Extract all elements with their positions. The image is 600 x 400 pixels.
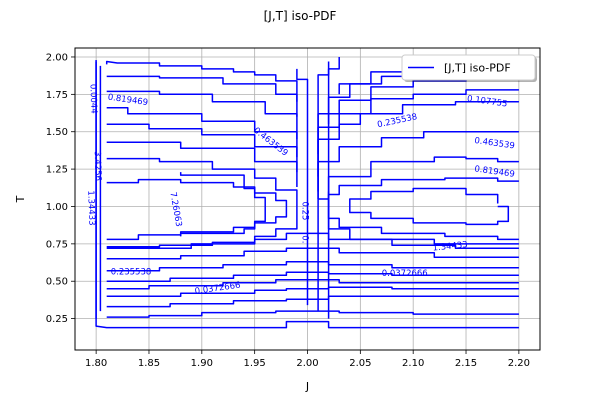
chart-title: [J,T] iso-PDF: [264, 9, 337, 23]
contour-label: 0.0372666: [382, 269, 428, 279]
x-tick-label: 2.15: [455, 358, 477, 369]
contour-label: 1.34433: [432, 240, 468, 254]
contour-line-4: [106, 278, 519, 290]
x-tick-label: 1.80: [85, 358, 107, 369]
x-axis-label: J: [305, 380, 309, 393]
contour-line-15: [179, 172, 266, 237]
contour-line-10: [106, 123, 298, 173]
contour-line-12: [106, 90, 298, 140]
contour-line-17: [106, 157, 298, 248]
contour-line-3: [106, 286, 519, 297]
contour-line-11: [106, 107, 298, 158]
legend-entry: [J,T] iso-PDF: [444, 62, 511, 75]
contour-line-7: [106, 247, 519, 260]
contour-label: 3.4256: [92, 151, 103, 181]
contour-line-26: [317, 130, 519, 199]
y-tick-label: 1.50: [46, 127, 68, 138]
contour-label: 1.34433: [85, 190, 96, 225]
x-tick-label: 2.05: [349, 358, 371, 369]
y-tick-label: 0.50: [46, 277, 68, 288]
y-tick-label: 1.25: [46, 165, 68, 176]
legend: [J,T] iso-PDF: [401, 54, 537, 82]
contour-line-6: [106, 261, 519, 272]
x-tick-label: 1.95: [244, 358, 266, 369]
y-tick-label: 2.00: [46, 52, 68, 63]
x-tick-label: 2.10: [402, 358, 424, 369]
x-tick-label: 2.00: [296, 358, 318, 369]
contour-line-30: [327, 191, 519, 250]
contour-line-0: [95, 61, 519, 329]
x-tick-label: 1.90: [191, 358, 213, 369]
x-tick-label: 2.20: [508, 358, 530, 369]
x-axis: 1.80 1.85 1.90 1.95 2.00 2.05 2.10 2.15 2.20: [85, 350, 530, 369]
contour-label: 0.235538: [111, 267, 152, 277]
y-axis-label: T: [14, 195, 27, 203]
contour-label: 0.0044: [87, 84, 98, 114]
contour-line-16: [106, 178, 288, 241]
contour-line-27: [318, 156, 519, 200]
contour-line-5: [106, 271, 519, 282]
contour-line-18: [296, 68, 309, 306]
y-axis: 0.25 0.50 0.75 1.00 1.25 1.50 1.75 2.00: [46, 52, 75, 325]
contour-line-14: [105, 60, 298, 102]
y-tick-label: 0.25: [46, 314, 68, 325]
legend-box: [401, 54, 536, 81]
contour-line-29: [349, 187, 510, 226]
plot-area: 0.819469 0.1077550.4635390.2355380.463539…: [85, 57, 519, 329]
y-tick-label: 1.75: [46, 90, 68, 101]
x-tick-label: 1.85: [138, 358, 160, 369]
contour-line-1: [106, 310, 519, 318]
contour-label: 0.25: [299, 201, 309, 220]
y-tick-label: 1.00: [46, 202, 68, 213]
contour-line-13: [106, 75, 298, 117]
y-tick-label: 0.75: [46, 239, 68, 250]
contour-label: 0.: [299, 235, 309, 243]
